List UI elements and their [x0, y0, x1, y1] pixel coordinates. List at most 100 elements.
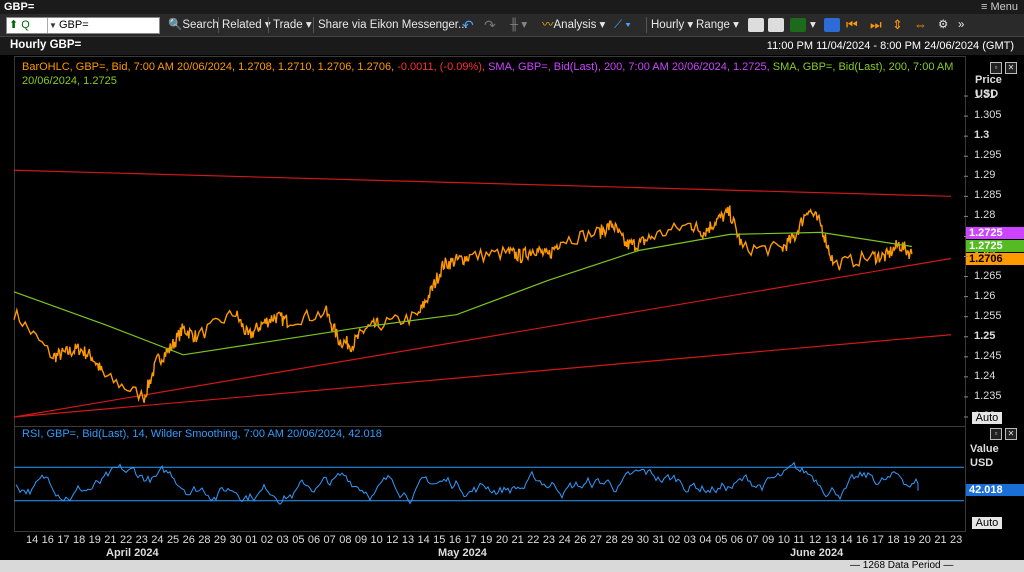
auto-scale-button[interactable]: Auto — [972, 412, 1002, 424]
sma2-legend: SMA, GBP=, Bid(Last), 200, 7:00 AM 20/06… — [22, 61, 954, 87]
redo-icon[interactable]: ↷ — [484, 17, 496, 33]
rsi-axis-unit: USD — [970, 457, 994, 469]
quote-type-selector[interactable]: ⬆ Q — [9, 19, 30, 31]
restore-icon[interactable]: ▫ — [990, 428, 1002, 440]
time-tick-label: 13 — [824, 534, 837, 546]
time-tick-label: 14 — [840, 534, 853, 546]
zoom-vertical-icon[interactable]: ⇕ — [892, 17, 903, 32]
toolbar-divider — [218, 17, 219, 33]
time-tick-label: 10 — [370, 534, 383, 546]
draw-tools-icon[interactable]: ⟋ ▾ — [614, 19, 631, 31]
time-tick-label: 05 — [292, 534, 305, 546]
price-legend: BarOHLC, GBP=, Bid, 7:00 AM 20/06/2024, … — [22, 60, 962, 88]
zoom-horizontal-icon[interactable]: ⇔ — [914, 17, 927, 32]
price-axis-unit: USD — [975, 88, 999, 100]
rsi-legend: RSI, GBP=, Bid(Last), 14, Wilder Smoothi… — [22, 428, 382, 440]
price-tick-label: 1.285 — [974, 189, 1002, 202]
crosshair-icon[interactable] — [790, 18, 806, 32]
price-panel[interactable] — [14, 56, 966, 427]
time-tick-label: 23 — [135, 534, 148, 546]
analysis-menu[interactable]: 〰Analysis ▾ — [542, 19, 606, 31]
time-tick-label: 06 — [730, 534, 743, 546]
time-tick-label: 04 — [699, 534, 712, 546]
time-tick-label: 27 — [589, 534, 603, 546]
chart-header: Hourly GBP= 11:00 PM 11/04/2024 - 8:00 P… — [0, 37, 1024, 55]
menu-icon: ≡ — [980, 1, 991, 13]
month-label: June 2024 — [790, 547, 844, 559]
price-tick-label: 1.235 — [974, 389, 1002, 402]
ric-value[interactable]: GBP= — [59, 19, 89, 31]
time-tick-label: 21 — [511, 534, 524, 546]
time-tick-label: 28 — [605, 534, 618, 546]
time-tick-label: 12 — [386, 534, 399, 546]
line-chart-icon[interactable] — [748, 18, 764, 32]
ric-input[interactable]: ⬆ Q ▼ GBP= — [6, 17, 160, 34]
menu-button[interactable]: ≡ Menu — [980, 1, 1018, 13]
related-menu[interactable]: Related ▾ — [222, 19, 271, 31]
time-tick-label: 07 — [323, 534, 336, 546]
toolbar-divider — [313, 17, 314, 33]
restore-icon[interactable]: ▫ — [990, 62, 1002, 74]
time-tick-label: 09 — [762, 534, 775, 546]
range-select[interactable]: Range ▾ — [696, 19, 739, 31]
time-tick-label: 17 — [57, 534, 70, 546]
time-tick-label: 10 — [777, 534, 790, 546]
time-tick-label: 03 — [276, 534, 289, 546]
scroll-left-icon[interactable]: ⏮ — [846, 17, 858, 32]
close-icon[interactable]: ✕ — [1005, 428, 1017, 440]
more-icon[interactable]: » — [958, 19, 965, 31]
time-tick-label: 24 — [558, 534, 571, 546]
undo-icon[interactable]: ↶ — [462, 17, 474, 33]
window-title-bar: GBP= ≡ Menu — [0, 0, 1024, 15]
sma-value-tag: 1.2725 — [966, 227, 1024, 239]
time-tick-label: 11 — [793, 534, 805, 546]
date-range: 11:00 PM 11/04/2024 - 8:00 PM 24/06/2024… — [766, 40, 1014, 52]
crosshair-dropdown[interactable]: ▾ — [810, 19, 816, 31]
time-tick-label: 09 — [354, 534, 368, 546]
price-tick-label: 1.3 — [974, 129, 990, 142]
time-tick-label: 23 — [542, 534, 556, 546]
share-button[interactable]: Share via Eikon Messenger... — [318, 19, 468, 31]
time-tick-label: 22 — [527, 534, 540, 546]
time-tick-label: 17 — [464, 534, 477, 546]
price-tick-label: 1.24 — [974, 369, 996, 382]
data-period-label: — 1268 Data Period — — [850, 560, 954, 571]
toolbar: ⬆ Q ▼ GBP= 🔍Search Related ▾ Trade ▾ Sha… — [0, 14, 1024, 37]
time-tick-label: 14 — [26, 534, 39, 546]
time-tick-label: 24 — [151, 534, 164, 546]
chevron-down-icon[interactable]: ▼ — [47, 18, 58, 33]
interval-select[interactable]: Hourly ▾ — [651, 19, 694, 31]
search-button[interactable]: 🔍Search — [168, 19, 219, 31]
time-tick-label: 07 — [746, 534, 759, 546]
trade-menu[interactable]: Trade ▾ — [273, 19, 312, 31]
rsi-panel[interactable] — [14, 426, 966, 532]
time-tick-label: 31 — [652, 534, 665, 546]
chart-type-icon[interactable]: ╫ ▾ — [510, 19, 528, 31]
time-tick-label: 15 — [433, 534, 446, 546]
time-tick-label: 05 — [715, 534, 728, 546]
price-tick-label: 1.265 — [974, 269, 1002, 282]
bar-chart-icon[interactable] — [768, 18, 784, 32]
price-tick-label: 1.305 — [974, 109, 1002, 122]
toolbar-divider — [268, 17, 269, 33]
time-tick-label: 01 — [245, 534, 258, 546]
time-tick-label: 26 — [182, 534, 195, 546]
time-tick-label: 16 — [41, 534, 54, 546]
time-tick-label: 16 — [448, 534, 462, 546]
price-axis[interactable]: Price USD — [965, 56, 1023, 425]
footer-bar: — 1268 Data Period — — [0, 560, 1024, 572]
price-tick-label: 1.245 — [974, 349, 1002, 362]
rsi-axis-title: Value — [970, 443, 999, 455]
scroll-right-icon[interactable]: ⏭ — [870, 17, 882, 32]
settings-icon[interactable]: ⚙ — [938, 19, 949, 31]
close-icon[interactable]: ✕ — [1005, 62, 1017, 74]
export-icon[interactable] — [824, 18, 840, 32]
time-tick-label: 14 — [417, 534, 430, 546]
time-tick-label: 29 — [213, 534, 227, 546]
rsi-auto-scale-button[interactable]: Auto — [972, 517, 1002, 529]
time-tick-label: 02 — [260, 534, 274, 546]
time-tick-label: 25 — [166, 534, 180, 546]
analysis-icon: 〰 — [542, 19, 554, 31]
search-icon: 🔍 — [168, 19, 183, 31]
time-tick-label: 21 — [934, 534, 947, 546]
